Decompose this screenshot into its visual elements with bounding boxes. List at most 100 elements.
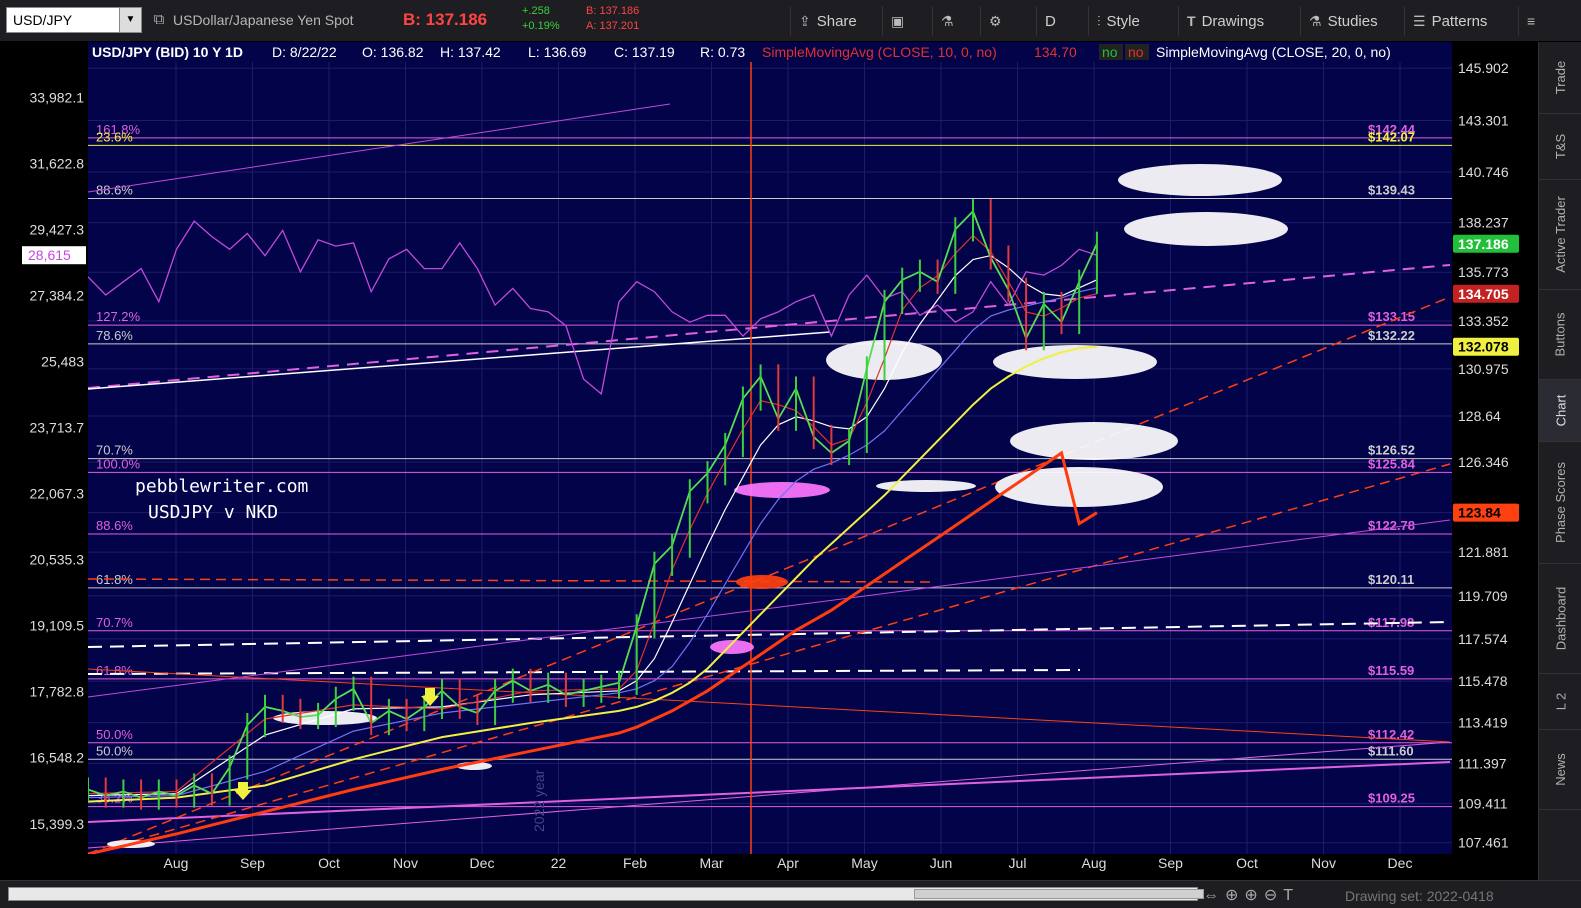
drawings-button[interactable]: T Drawings xyxy=(1178,6,1272,36)
text-icon[interactable]: T xyxy=(1283,887,1299,904)
tab-dashboard[interactable]: Dashboard xyxy=(1539,564,1581,674)
tab-buttons[interactable]: Buttons xyxy=(1539,290,1581,380)
x-tick-label: Sep xyxy=(1158,855,1183,871)
fib-right-label: $142.44 xyxy=(1368,122,1416,137)
highlight-ellipse xyxy=(993,345,1157,379)
bottom-bar: ⇔⊕⊕⊖T Drawing set: 2022-0418 xyxy=(0,880,1581,908)
trendline-drawing xyxy=(87,621,1451,648)
header-field: SimpleMovingAvg (CLOSE, 20, 0, no) xyxy=(1156,44,1391,60)
tab-active-trader[interactable]: Active Trader xyxy=(1539,180,1581,290)
header-field: D: 8/22/22 xyxy=(272,44,337,60)
tab-trade[interactable]: Trade xyxy=(1539,42,1581,114)
highlight-ellipse xyxy=(995,467,1163,507)
header-field: USD/JPY (BID) 10 Y 1D xyxy=(92,44,243,60)
share-label: Share xyxy=(816,12,857,30)
right-tick-label: 143.301 xyxy=(1458,113,1509,129)
price-series-line xyxy=(87,209,1098,799)
studies-button[interactable]: ⚗ Studies xyxy=(1300,6,1386,36)
x-tick-label: Feb xyxy=(623,855,647,871)
x-tick-label: Oct xyxy=(1236,855,1258,871)
flask-button[interactable]: ⚗ xyxy=(932,6,962,36)
trendline-drawing xyxy=(87,103,671,193)
flask-icon: ⚗ xyxy=(941,12,954,29)
tab-news[interactable]: News xyxy=(1539,730,1581,810)
right-sidebar: Trade T&S Active Trader Buttons Chart Ph… xyxy=(1538,42,1581,880)
right-tick-label: 117.574 xyxy=(1458,631,1508,647)
nkd-badge-label: 28,615 xyxy=(28,247,71,263)
symbol-description: USDollar/Japanese Yen Spot xyxy=(173,12,354,28)
bid-small: B: 137.186 xyxy=(586,5,640,17)
link-icon[interactable]: ⧉ xyxy=(153,11,165,28)
zoom-in-icon[interactable]: ⊕ xyxy=(1244,887,1264,904)
style-button[interactable]: ⫶ Style xyxy=(1088,6,1148,36)
fib-right-label: $109.25 xyxy=(1368,791,1415,806)
x-tick-label: Apr xyxy=(777,855,799,871)
x-tick-label: Nov xyxy=(393,855,418,871)
header-field: R: 0.73 xyxy=(700,44,745,60)
change-value: +.258 xyxy=(522,5,550,17)
fib-right-label: $133.15 xyxy=(1368,309,1415,324)
fib-left-label: 88.6% xyxy=(96,518,133,533)
zoom-out-icon[interactable]: ⊖ xyxy=(1263,887,1284,904)
price-badge-label: 123.84 xyxy=(1458,505,1501,521)
header-field: H: 137.42 xyxy=(440,44,501,60)
highlight-ellipse xyxy=(734,482,830,498)
left-tick-label: 33,982.1 xyxy=(30,89,85,105)
left-tick-label: 27,384.2 xyxy=(30,288,85,304)
crosshair-icon[interactable]: ⊕ xyxy=(1225,887,1245,904)
price-badge-label: 134.705 xyxy=(1458,286,1509,302)
candles-icon: ⫶ xyxy=(1097,12,1101,29)
scroll-arrows-icon[interactable]: ⇔ xyxy=(1203,887,1225,904)
fib-left-label: 127.2% xyxy=(96,309,141,324)
fib-left-label: 61.8% xyxy=(96,572,133,587)
patterns-button[interactable]: ☰ Patterns xyxy=(1404,6,1495,36)
flag-box xyxy=(1099,44,1123,60)
right-tick-label: 135.773 xyxy=(1458,264,1509,280)
highlight-ellipse xyxy=(710,640,754,654)
symbol-text: USD/JPY xyxy=(13,12,73,28)
price-chart[interactable]: 161.8% $142.44 23.6% $142.07 88.6% $139.43 127… xyxy=(0,42,1538,880)
fib-right-label: $120.11 xyxy=(1368,572,1414,587)
symbol-input[interactable]: USD/JPY ▼ xyxy=(6,7,142,33)
left-tick-label: 22,067.3 xyxy=(30,486,85,502)
left-tick-label: 25,483 xyxy=(41,354,84,370)
studies-label: Studies xyxy=(1327,12,1378,30)
gallery-button[interactable]: ▣ xyxy=(882,6,912,36)
menu-button[interactable]: ≡ xyxy=(1518,6,1543,36)
trendline-drawing xyxy=(87,668,1451,743)
annotation-pair: USDJPY v NKD xyxy=(148,502,278,523)
hamburger-icon: ≡ xyxy=(1527,13,1536,29)
left-tick-label: 15,399.3 xyxy=(30,816,85,832)
x-tick-label: Mar xyxy=(699,855,723,871)
highlight-ellipse xyxy=(736,575,788,589)
trendline-drawing xyxy=(87,463,1451,855)
fib-right-label: $125.84 xyxy=(1368,456,1416,471)
x-tick-label: Jun xyxy=(930,855,953,871)
trendline-drawing xyxy=(87,264,1451,389)
right-tick-label: 138.237 xyxy=(1458,215,1509,231)
x-tick-label: Oct xyxy=(318,855,340,871)
style-label: Style xyxy=(1106,12,1140,30)
tab-phase-scores[interactable]: Phase Scores xyxy=(1539,442,1581,564)
fib-left-label: 100.0% xyxy=(96,456,141,471)
scroll-thumb[interactable] xyxy=(914,889,1204,899)
tab-time-and-sales[interactable]: T&S xyxy=(1539,114,1581,180)
fib-left-label: 70.7% xyxy=(96,615,133,630)
fib-right-label: $139.43 xyxy=(1368,183,1415,198)
tab-level-2[interactable]: L 2 xyxy=(1539,674,1581,730)
time-scrollbar[interactable] xyxy=(8,887,1204,901)
price-badge-label: 137.186 xyxy=(1458,236,1509,252)
nkd-badge xyxy=(22,246,86,265)
sma200-series-line xyxy=(87,450,1098,856)
drawing-set-label: Drawing set: 2022-0418 xyxy=(1345,888,1494,904)
timeframe-button[interactable]: D xyxy=(1036,6,1064,36)
ask-small: A: 137.201 xyxy=(586,20,640,32)
price-badge xyxy=(1453,234,1519,253)
highlight-ellipse xyxy=(876,480,976,492)
settings-button[interactable]: ⚙ xyxy=(980,6,1010,36)
chevron-down-icon[interactable]: ▼ xyxy=(119,8,141,32)
flag-box xyxy=(1125,44,1149,60)
highlight-ellipse xyxy=(273,711,377,725)
tab-chart[interactable]: Chart xyxy=(1539,380,1581,442)
share-button[interactable]: ⇪ Share xyxy=(790,6,865,36)
